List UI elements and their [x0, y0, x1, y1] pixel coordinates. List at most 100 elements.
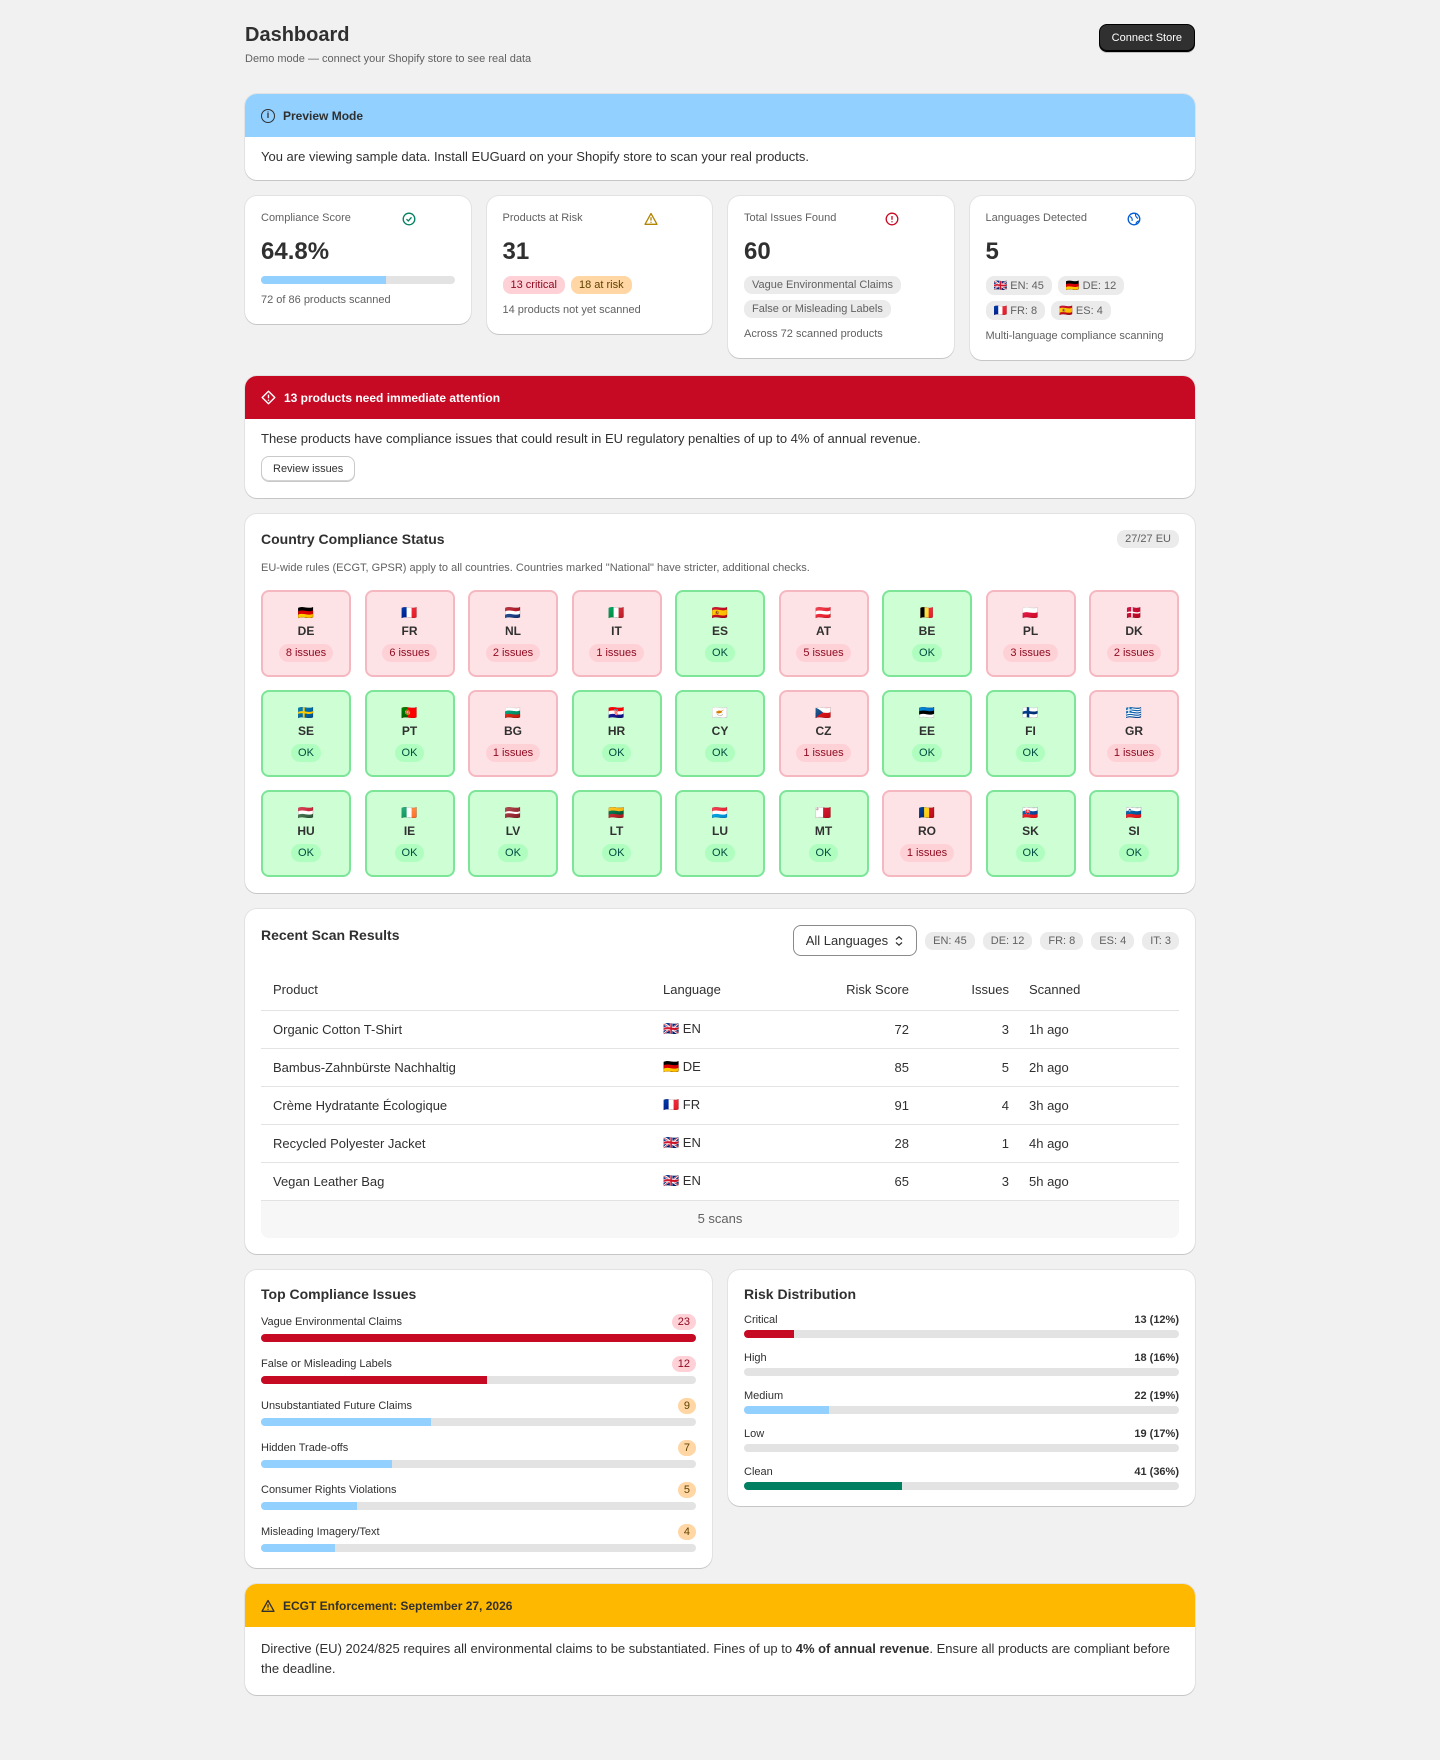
country-status-badge: OK [291, 744, 321, 762]
compliance-progress-bar [261, 276, 455, 284]
product-cell: Bambus-Zahnbürste Nachhaltig [261, 1048, 651, 1087]
country-tile-hu: 🇭🇺 HU OK [261, 790, 351, 877]
preview-banner: i Preview Mode You are viewing sample da… [245, 94, 1195, 180]
country-status-badge: OK [1015, 744, 1046, 762]
languages-detected-label: Languages Detected [985, 212, 1088, 224]
lang-count-badge: EN: 45 [925, 931, 975, 950]
table-row[interactable]: Vegan Leather Bag 🇬🇧 EN 65 3 5h ago [261, 1162, 1179, 1201]
top-issues-list: Vague Environmental Claims 23 False or Mis… [261, 1314, 696, 1552]
country-tile-bg: 🇧🇬 BG 1 issues [468, 690, 558, 777]
attention-banner-body: These products have compliance issues th… [245, 419, 1195, 498]
country-status-badge: 1 issues [899, 844, 955, 862]
flag-icon: 🇫🇮 [1022, 705, 1039, 720]
flag-icon: 🇱🇹 [608, 805, 625, 820]
country-status-badge: 1 issues [1106, 744, 1162, 762]
flag-icon: 🇵🇹 [401, 705, 418, 720]
risk-level-item: Low 19 (17%) [744, 1428, 1179, 1452]
country-status-badge: OK [1119, 844, 1149, 862]
flag-icon: 🇭🇷 [608, 705, 625, 720]
country-status-badge: OK [601, 844, 632, 862]
table-row[interactable]: Crème Hydratante Écologique 🇫🇷 FR 91 4 3h ag… [261, 1086, 1179, 1125]
issue-item: Vague Environmental Claims 23 [261, 1314, 696, 1342]
total-issues-label: Total Issues Found [744, 212, 837, 224]
risk-level-label: Critical [744, 1314, 778, 1326]
country-code: PL [1022, 624, 1039, 638]
country-code: HR [607, 724, 626, 738]
table-row[interactable]: Organic Cotton T-Shirt 🇬🇧 EN 72 3 1h ago [261, 1010, 1179, 1049]
risk-level-value: 18 (16%) [1134, 1352, 1179, 1364]
products-at-risk-value: 31 [502, 238, 530, 265]
country-status-badge: OK [912, 744, 942, 762]
risk-score-cell: 85 [811, 1048, 921, 1087]
enforcement-banner-title: ECGT Enforcement: September 27, 2026 [283, 1598, 513, 1613]
country-grid: 🇩🇪 DE 8 issues 🇫🇷 FR 6 issues 🇳🇱 NL 2 issues 🇮🇹 IT… [261, 590, 1179, 877]
issues-cell: 3 [921, 1010, 1021, 1049]
country-code: CY [711, 724, 729, 738]
country-status-badge: 8 issues [278, 644, 334, 662]
issue-label: Unsubstantiated Future Claims [261, 1400, 413, 1412]
country-code: IE [403, 824, 416, 838]
country-code: CZ [815, 724, 832, 738]
risk-distribution-list: Critical 13 (12%) High 18 (16%) Medium 22 (19… [744, 1314, 1179, 1490]
flag-icon: 🇲🇹 [815, 805, 832, 820]
risk-level-bar [744, 1444, 1179, 1452]
page-title: Dashboard [245, 24, 350, 46]
issue-bar [261, 1418, 696, 1426]
issue-bar-fill [261, 1418, 431, 1426]
country-compliance-card: Country Compliance Status 27/27 EU EU-wi… [245, 514, 1195, 893]
flag-icon: 🇳🇱 [504, 605, 522, 620]
scan-results-table: Product Language Risk Score Issues Scann… [261, 968, 1179, 1201]
country-tile-gr: 🇬🇷 GR 1 issues [1089, 690, 1179, 777]
column-header-product: Product [261, 968, 651, 1011]
critical-count-badge: 13 critical [502, 276, 565, 294]
country-compliance-title: Country Compliance Status [261, 531, 445, 547]
risk-level-label: Medium [744, 1390, 784, 1402]
preview-banner-header: i Preview Mode [245, 94, 1195, 137]
products-at-risk-label: Products at Risk [502, 212, 583, 224]
country-status-badge: OK [498, 844, 528, 862]
country-tile-ee: 🇪🇪 EE OK [882, 690, 972, 777]
country-code: RO [918, 824, 936, 838]
lang-count-badge: FR: 8 [1040, 931, 1084, 950]
country-status-badge: 2 issues [485, 644, 541, 662]
language-cell: 🇫🇷 FR [651, 1086, 811, 1125]
risk-score-cell: 91 [811, 1086, 921, 1125]
flag-icon: 🇵🇱 [1022, 605, 1039, 620]
flag-icon: 🇮🇹 [608, 605, 625, 620]
flag-icon: 🇨🇿 [815, 705, 832, 720]
country-tile-ie: 🇮🇪 IE OK [364, 790, 455, 877]
review-issues-button[interactable]: Review issues [261, 456, 356, 482]
languages-detected-sub: Multi-language compliance scanning [985, 330, 1164, 342]
language-cell: 🇬🇧 EN [651, 1162, 811, 1201]
enforcement-banner-header: ECGT Enforcement: September 27, 2026 [245, 1584, 1195, 1627]
language-filter-select[interactable]: All Languages [792, 925, 918, 956]
issue-bar [261, 1544, 696, 1552]
recent-scans-card: Recent Scan Results All Languages EN: 45… [245, 909, 1195, 1254]
country-status-badge: OK [291, 844, 321, 862]
flag-icon: 🇸🇪 [297, 705, 315, 720]
product-cell: Organic Cotton T-Shirt [261, 1010, 651, 1049]
issue-item: Unsubstantiated Future Claims 9 [261, 1398, 696, 1426]
flag-icon: 🇪🇪 [918, 705, 936, 720]
scanned-cell: 5h ago [1021, 1162, 1179, 1201]
alert-diamond-icon [261, 390, 276, 405]
issue-item: Hidden Trade-offs 7 [261, 1440, 696, 1468]
top-issues-title: Top Compliance Issues [261, 1286, 417, 1302]
table-row[interactable]: Bambus-Zahnbürste Nachhaltig 🇩🇪 DE 85 5 2h a… [261, 1048, 1179, 1087]
column-header-scanned: Scanned [1021, 968, 1179, 1011]
issue-tag: False or Misleading Labels [744, 300, 891, 318]
issue-count-badge: 5 [677, 1482, 696, 1498]
country-code: FI [1025, 724, 1036, 738]
country-code: MT [814, 824, 833, 838]
compliance-progress-fill [261, 276, 387, 284]
country-status-badge: 5 issues [796, 644, 851, 662]
country-status-badge: OK [705, 844, 735, 862]
issue-label: Consumer Rights Violations [261, 1484, 397, 1496]
issue-bar-fill [261, 1502, 357, 1510]
connect-store-button[interactable]: Connect Store [1098, 24, 1195, 52]
country-code: SI [1128, 824, 1140, 838]
table-row[interactable]: Recycled Polyester Jacket 🇬🇧 EN 28 1 4h ago [261, 1124, 1179, 1163]
issues-cell: 4 [921, 1086, 1021, 1125]
country-tile-cz: 🇨🇿 CZ 1 issues [778, 690, 869, 777]
issue-count-badge: 4 [677, 1524, 696, 1540]
